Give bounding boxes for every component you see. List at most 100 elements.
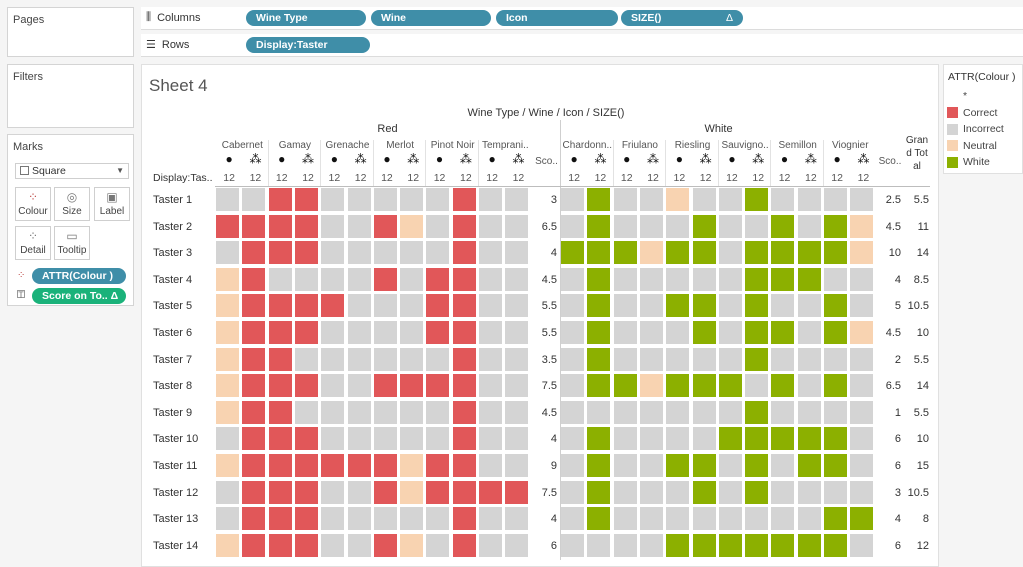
heatmap-cell[interactable] <box>771 400 795 424</box>
heatmap-cell[interactable] <box>321 294 345 318</box>
heatmap-cell[interactable] <box>268 294 292 318</box>
heatmap-cell[interactable] <box>718 507 742 531</box>
red-wine-header[interactable]: Grenache <box>325 140 370 151</box>
heatmap-cell[interactable] <box>666 400 690 424</box>
taster-row-label[interactable]: Taster 11 <box>153 460 198 472</box>
heatmap-cell[interactable] <box>850 374 874 398</box>
heatmap-cell[interactable] <box>666 427 690 451</box>
heatmap-cell[interactable] <box>216 347 239 371</box>
heatmap-cell[interactable] <box>718 321 742 344</box>
heatmap-cell[interactable] <box>400 267 424 291</box>
heatmap-cell[interactable] <box>426 241 450 265</box>
heatmap-cell[interactable] <box>613 427 637 451</box>
heatmap-cell[interactable] <box>505 374 529 398</box>
heatmap-cell[interactable] <box>505 321 529 344</box>
heatmap-cell[interactable] <box>373 427 397 451</box>
heatmap-cell[interactable] <box>692 507 716 531</box>
heatmap-cell[interactable] <box>666 347 690 371</box>
heatmap-cell[interactable] <box>613 454 637 477</box>
heatmap-cell[interactable] <box>718 214 742 238</box>
heatmap-cell[interactable] <box>639 507 663 531</box>
heatmap-cell[interactable] <box>242 321 266 344</box>
heatmap-cell[interactable] <box>718 374 742 398</box>
heatmap-cell[interactable] <box>347 533 371 557</box>
red-wine-header[interactable]: Temprani.. <box>481 140 529 151</box>
heatmap-cell[interactable] <box>347 480 371 504</box>
heatmap-cell[interactable] <box>321 241 345 265</box>
heatmap-cell[interactable] <box>505 347 529 371</box>
heatmap-cell[interactable] <box>745 241 769 265</box>
heatmap-cell[interactable] <box>400 533 424 557</box>
heatmap-cell[interactable] <box>452 507 476 531</box>
heatmap-cell[interactable] <box>373 507 397 531</box>
heatmap-cell[interactable] <box>294 533 318 557</box>
heatmap-cell[interactable] <box>824 188 847 211</box>
heatmap-cell[interactable] <box>426 374 450 398</box>
heatmap-cell[interactable] <box>587 241 611 265</box>
heatmap-cell[interactable] <box>824 480 847 504</box>
heatmap-cell[interactable] <box>718 400 742 424</box>
heatmap-cell[interactable] <box>613 400 637 424</box>
taster-row-label[interactable]: Taster 14 <box>153 539 199 552</box>
heatmap-cell[interactable] <box>294 267 318 291</box>
heatmap-cell[interactable] <box>400 480 424 504</box>
heatmap-cell[interactable] <box>294 188 318 211</box>
taster-row-label[interactable]: Taster 8 <box>153 380 193 393</box>
heatmap-cell[interactable] <box>347 214 371 238</box>
heatmap-cell[interactable] <box>347 267 371 291</box>
heatmap-cell[interactable] <box>373 480 397 504</box>
heatmap-cell[interactable] <box>452 400 476 424</box>
size-pill[interactable]: SIZE() Δ <box>621 10 743 26</box>
heatmap-cell[interactable] <box>561 321 584 344</box>
heatmap-cell[interactable] <box>479 241 502 265</box>
heatmap-cell[interactable] <box>321 374 345 398</box>
heatmap-cell[interactable] <box>745 214 769 238</box>
red-wine-header[interactable]: Gamay <box>278 140 311 151</box>
heatmap-cell[interactable] <box>561 454 584 477</box>
heatmap-cell[interactable] <box>692 267 716 291</box>
heatmap-cell[interactable] <box>216 188 239 211</box>
heatmap-cell[interactable] <box>692 214 716 238</box>
wine-type-pill[interactable]: Wine Type <box>246 10 366 26</box>
heatmap-cell[interactable] <box>771 188 795 211</box>
heatmap-cell[interactable] <box>587 454 611 477</box>
heatmap-cell[interactable] <box>718 454 742 477</box>
heatmap-cell[interactable] <box>268 427 292 451</box>
heatmap-cell[interactable] <box>426 480 450 504</box>
heatmap-cell[interactable] <box>745 507 769 531</box>
red-wine-header[interactable]: Pinot Noir <box>430 140 475 151</box>
heatmap-cell[interactable] <box>745 188 769 211</box>
heatmap-cell[interactable] <box>613 321 637 344</box>
heatmap-cell[interactable] <box>294 507 318 531</box>
legend-item[interactable]: Neutral <box>947 140 997 152</box>
heatmap-cell[interactable] <box>850 267 874 291</box>
white-wine-header[interactable]: Sauvigno.. <box>721 140 769 151</box>
white-wine-header[interactable]: Viognier <box>832 140 869 151</box>
heatmap-cell[interactable] <box>347 507 371 531</box>
heatmap-cell[interactable] <box>426 294 450 318</box>
heatmap-cell[interactable] <box>771 267 795 291</box>
heatmap-cell[interactable] <box>216 241 239 265</box>
heatmap-cell[interactable] <box>505 188 529 211</box>
heatmap-cell[interactable] <box>505 294 529 318</box>
heatmap-cell[interactable] <box>850 400 874 424</box>
heatmap-cell[interactable] <box>321 427 345 451</box>
heatmap-cell[interactable] <box>797 400 821 424</box>
heatmap-cell[interactable] <box>771 321 795 344</box>
heatmap-cell[interactable] <box>216 454 239 477</box>
heatmap-cell[interactable] <box>692 374 716 398</box>
heatmap-cell[interactable] <box>718 427 742 451</box>
heatmap-cell[interactable] <box>561 188 584 211</box>
heatmap-cell[interactable] <box>797 533 821 557</box>
heatmap-cell[interactable] <box>400 294 424 318</box>
heatmap-cell[interactable] <box>268 347 292 371</box>
heatmap-cell[interactable] <box>561 347 584 371</box>
heatmap-cell[interactable] <box>771 374 795 398</box>
heatmap-cell[interactable] <box>321 321 345 344</box>
heatmap-cell[interactable] <box>718 347 742 371</box>
heatmap-cell[interactable] <box>216 374 239 398</box>
heatmap-cell[interactable] <box>718 241 742 265</box>
heatmap-cell[interactable] <box>666 214 690 238</box>
heatmap-cell[interactable] <box>639 427 663 451</box>
heatmap-cell[interactable] <box>797 241 821 265</box>
